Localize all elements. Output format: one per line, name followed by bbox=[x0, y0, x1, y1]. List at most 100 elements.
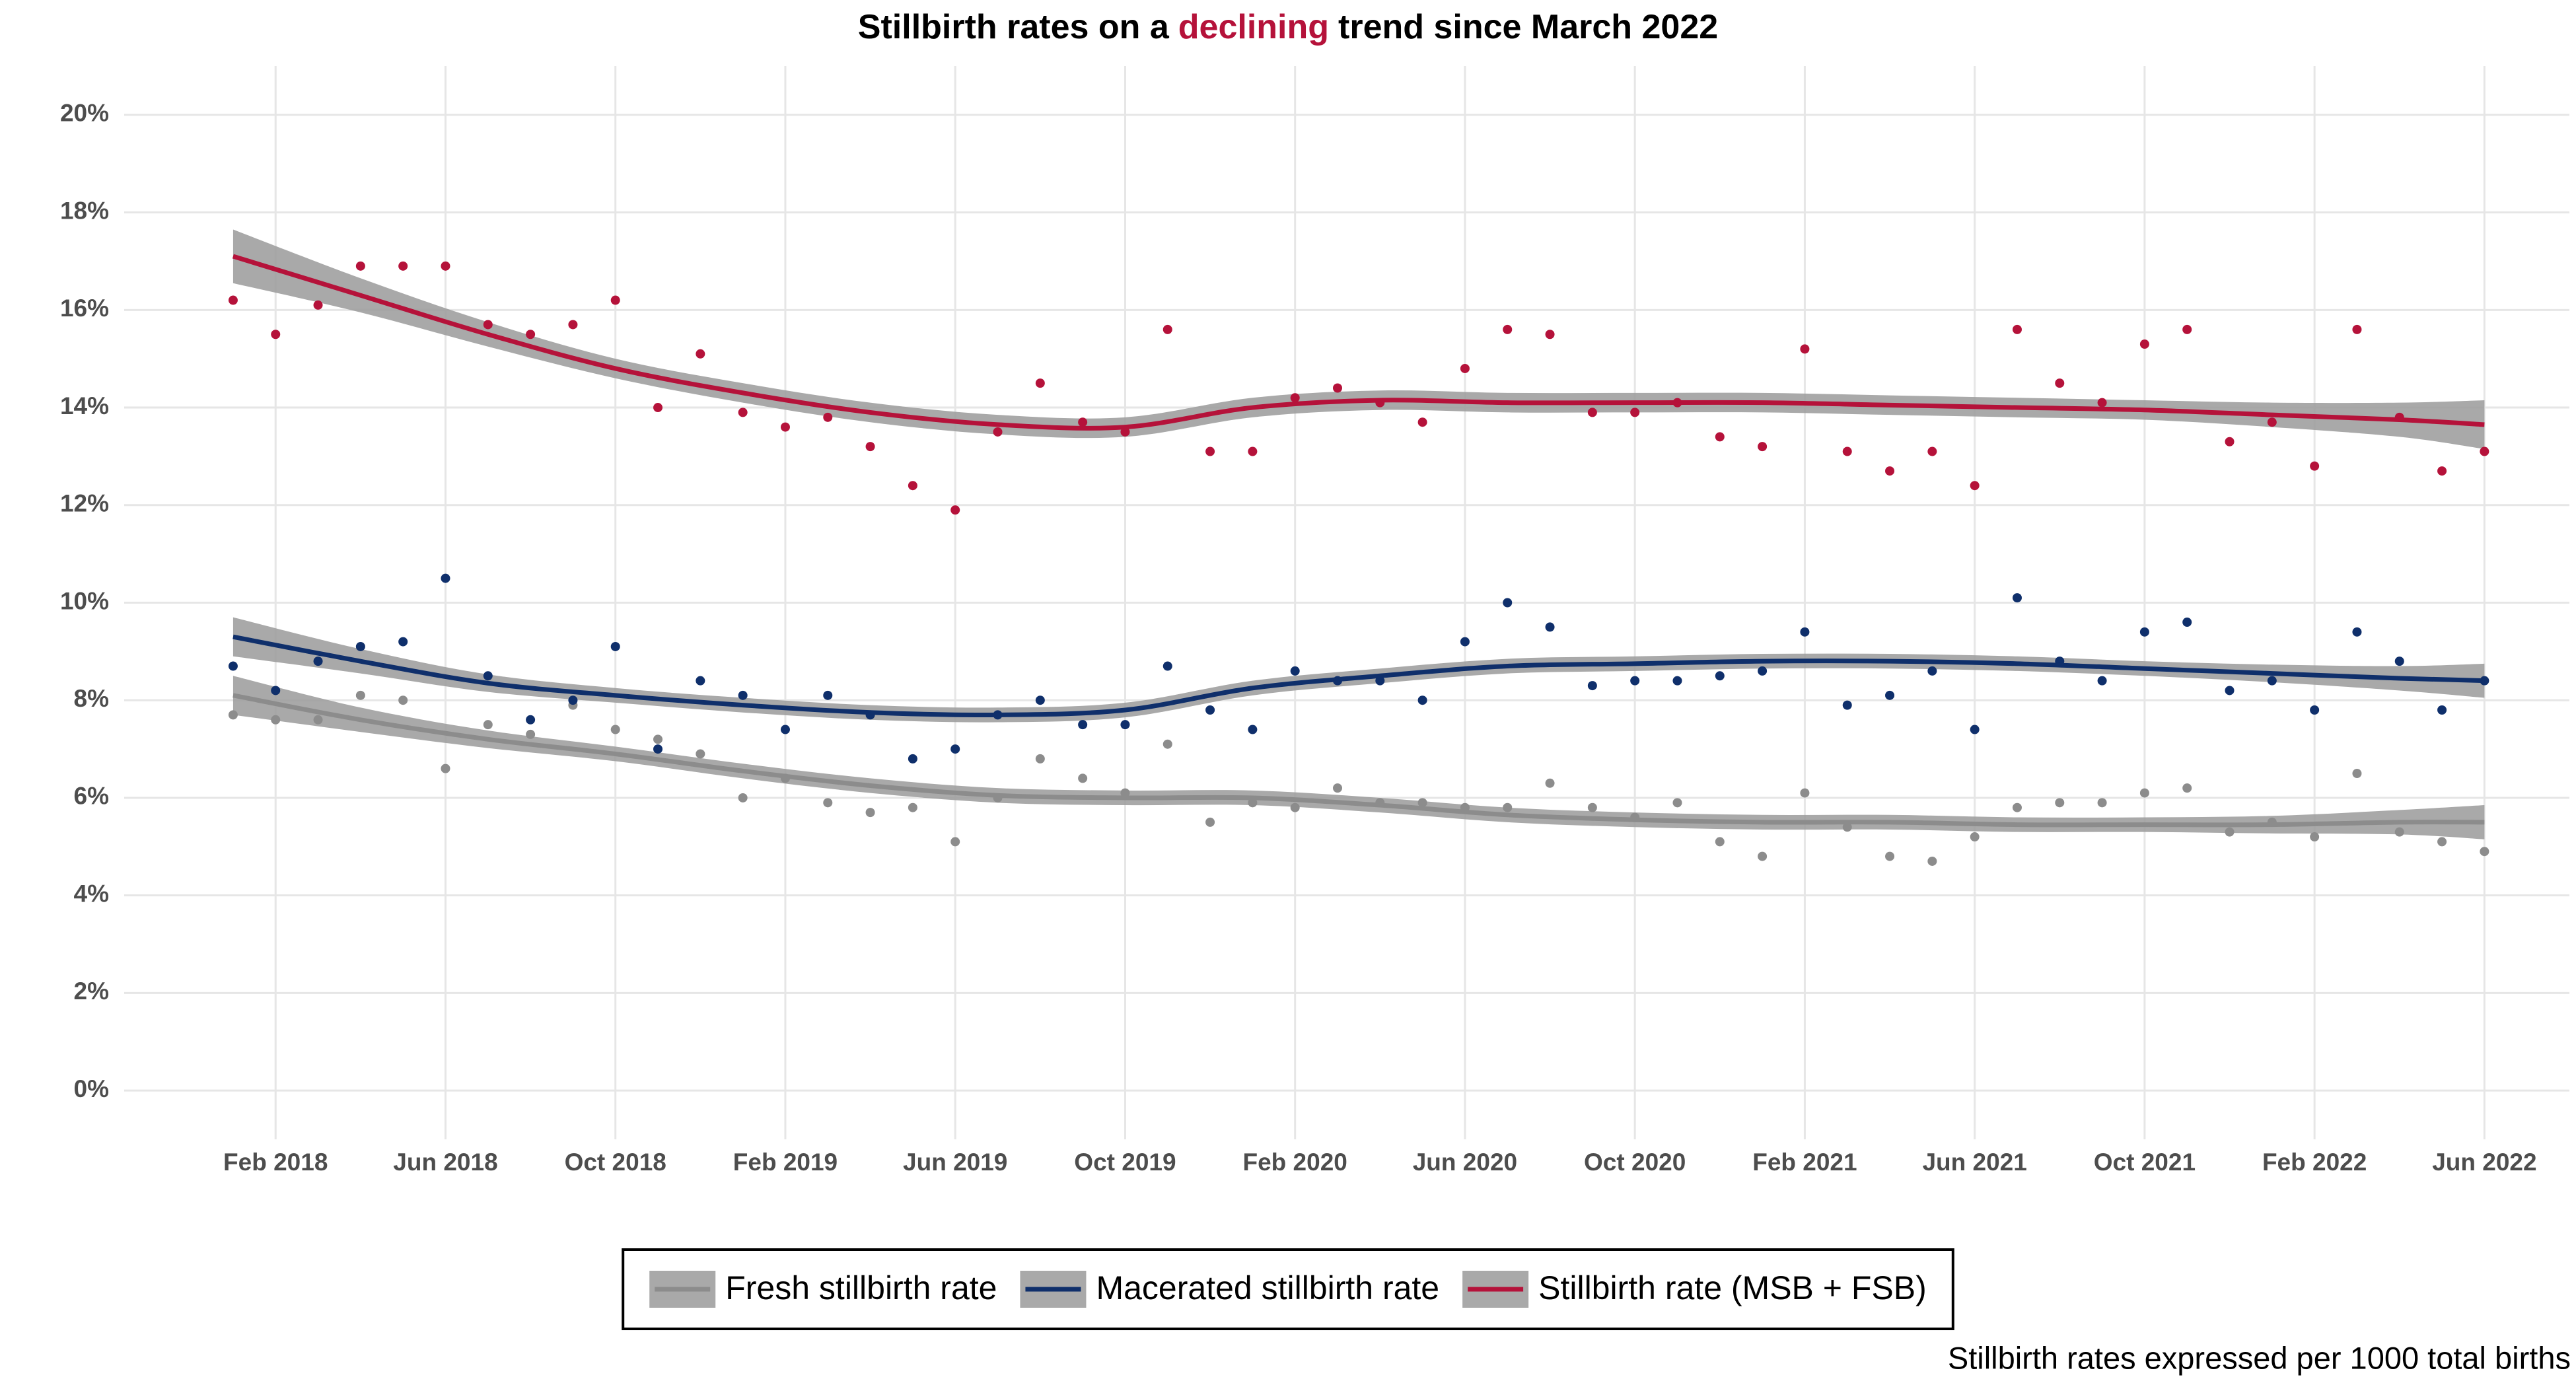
legend-label: Fresh stillbirth rate bbox=[725, 1269, 997, 1306]
data-point bbox=[398, 637, 408, 647]
data-point bbox=[441, 261, 450, 271]
data-point bbox=[1163, 739, 1172, 749]
data-point bbox=[2182, 324, 2192, 334]
data-point bbox=[1630, 408, 1640, 417]
data-point bbox=[1758, 442, 1768, 452]
data-point bbox=[526, 330, 536, 339]
x-tick-label: Feb 2021 bbox=[1752, 1149, 1857, 1176]
data-point bbox=[355, 641, 365, 651]
legend-item: Stillbirth rate (MSB + FSB) bbox=[1462, 1269, 1927, 1308]
data-point bbox=[2225, 827, 2235, 837]
data-point bbox=[2012, 802, 2022, 812]
data-point bbox=[1417, 695, 1427, 705]
data-point bbox=[228, 295, 238, 305]
x-tick-label: Oct 2019 bbox=[1074, 1149, 1176, 1176]
data-point bbox=[1163, 324, 1172, 334]
data-point bbox=[1333, 783, 1342, 793]
data-point bbox=[313, 300, 323, 310]
legend-box bbox=[622, 1248, 1954, 1330]
data-point bbox=[1163, 661, 1172, 671]
data-point bbox=[865, 808, 875, 818]
data-point bbox=[1290, 802, 1300, 812]
data-point bbox=[780, 725, 790, 734]
x-tick-label: Oct 2018 bbox=[565, 1149, 666, 1176]
data-point bbox=[653, 744, 663, 754]
data-point bbox=[1715, 432, 1725, 442]
x-tick-label: Feb 2020 bbox=[1243, 1149, 1347, 1176]
data-point bbox=[1885, 466, 1895, 476]
data-point bbox=[2437, 837, 2447, 847]
data-point bbox=[526, 715, 536, 725]
data-point bbox=[610, 641, 620, 651]
data-point bbox=[2352, 324, 2362, 334]
data-point bbox=[2139, 339, 2149, 349]
data-point bbox=[1120, 788, 1130, 798]
confidence-band bbox=[233, 617, 2485, 723]
data-point bbox=[1120, 720, 1130, 730]
title-part: Stillbirth rates on a bbox=[858, 8, 1170, 46]
data-point bbox=[865, 442, 875, 452]
data-point bbox=[1800, 344, 1810, 354]
data-point bbox=[653, 403, 663, 413]
data-point bbox=[2055, 378, 2065, 388]
data-point bbox=[1545, 330, 1555, 339]
data-point bbox=[1503, 802, 1513, 812]
data-point bbox=[908, 754, 917, 764]
y-tick-label: 12% bbox=[60, 490, 109, 517]
x-tick-label: Jun 2022 bbox=[2432, 1149, 2536, 1176]
x-tick-label: Oct 2020 bbox=[1584, 1149, 1686, 1176]
legend-item: Macerated stillbirth rate bbox=[1020, 1269, 1439, 1308]
y-tick-label: 20% bbox=[60, 100, 109, 127]
data-point bbox=[1417, 798, 1427, 808]
data-point bbox=[780, 422, 790, 432]
data-point bbox=[2267, 676, 2277, 686]
data-point bbox=[2225, 686, 2235, 695]
data-point bbox=[2182, 783, 2192, 793]
data-point bbox=[1587, 681, 1597, 691]
data-point bbox=[696, 349, 705, 359]
data-point bbox=[2097, 798, 2107, 808]
data-point bbox=[313, 657, 323, 666]
trend-line bbox=[233, 693, 2485, 828]
y-tick-label: 14% bbox=[60, 392, 109, 419]
data-point bbox=[271, 330, 281, 339]
data-point bbox=[441, 764, 450, 773]
data-point bbox=[1927, 856, 1937, 866]
data-point bbox=[1035, 378, 1045, 388]
x-tick-label: Feb 2019 bbox=[733, 1149, 838, 1176]
data-point bbox=[1587, 802, 1597, 812]
confidence-band bbox=[233, 229, 2485, 449]
data-point bbox=[2352, 769, 2362, 779]
legend-item: Fresh stillbirth rate bbox=[649, 1269, 997, 1308]
data-point bbox=[950, 837, 960, 847]
data-point bbox=[2097, 676, 2107, 686]
y-tick-label: 2% bbox=[74, 978, 109, 1005]
data-point bbox=[2225, 437, 2235, 446]
data-point bbox=[1035, 754, 1045, 764]
data-point bbox=[1758, 851, 1768, 861]
data-point bbox=[2310, 461, 2320, 471]
data-point bbox=[2394, 827, 2404, 837]
data-point bbox=[1885, 851, 1895, 861]
data-point bbox=[1545, 778, 1555, 788]
data-point bbox=[1290, 393, 1300, 403]
data-point bbox=[1205, 817, 1215, 827]
x-tick-label: Feb 2018 bbox=[223, 1149, 328, 1176]
y-tick-label: 8% bbox=[74, 685, 109, 712]
data-point bbox=[696, 676, 705, 686]
data-point bbox=[483, 320, 493, 330]
x-tick-label: Feb 2022 bbox=[2262, 1149, 2367, 1176]
data-point bbox=[2139, 788, 2149, 798]
data-point bbox=[441, 573, 450, 583]
caption: Stillbirth rates expressed per 1000 tota… bbox=[1948, 1340, 2571, 1375]
data-point bbox=[2437, 466, 2447, 476]
data-point bbox=[355, 261, 365, 271]
data-point bbox=[271, 686, 281, 695]
data-point bbox=[398, 695, 408, 705]
x-tick-label: Jun 2019 bbox=[903, 1149, 1007, 1176]
data-point bbox=[1205, 705, 1215, 715]
data-point bbox=[1970, 832, 1980, 842]
data-point bbox=[2182, 618, 2192, 627]
data-point bbox=[993, 427, 1003, 437]
